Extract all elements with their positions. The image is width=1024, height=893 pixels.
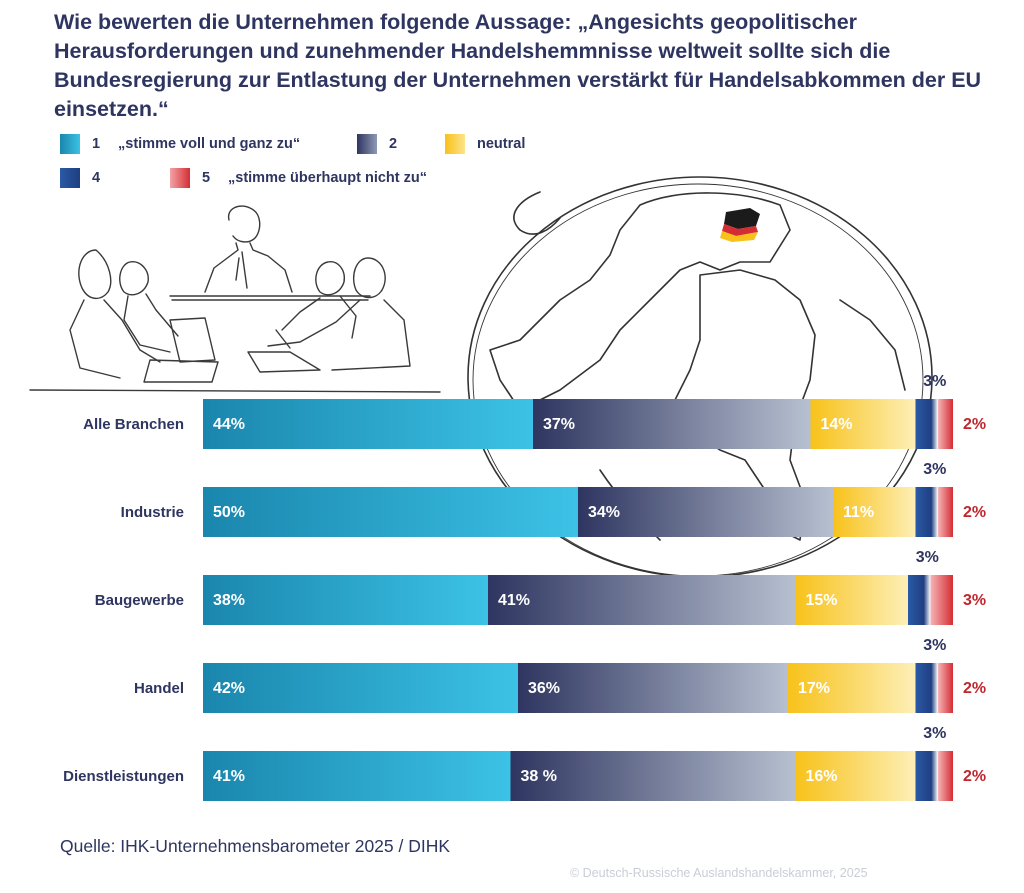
category-label: Dienstleistungen — [63, 768, 184, 785]
data-label-2: 41% — [498, 592, 530, 609]
data-label-2: 36% — [528, 680, 560, 697]
legend-item-2: 2 — [357, 134, 415, 154]
legend-swatch-5 — [170, 168, 190, 188]
chart-title: Wie bewerten die Unternehmen folgende Au… — [54, 10, 982, 121]
legend-swatch-2 — [357, 134, 377, 154]
data-label-4: 3% — [923, 637, 946, 654]
data-label-5: 3% — [963, 592, 986, 609]
bar-segment-4 — [915, 487, 938, 537]
bar-segment-5 — [930, 575, 953, 625]
legend-item-5: 5 „stimme überhaupt nicht zu“ — [170, 168, 427, 188]
legend-code-2: 2 — [389, 136, 398, 152]
bar-segment-2 — [578, 487, 833, 537]
legend-label-neutral: neutral — [477, 136, 526, 152]
legend-code-1: 1 — [92, 136, 101, 152]
data-label-1: 41% — [213, 768, 245, 785]
bar-segment-1 — [203, 399, 533, 449]
data-label-3: 11% — [843, 504, 874, 521]
bar-segment-2 — [533, 399, 811, 449]
legend-item-1: 1 „stimme voll und ganz zu“ — [60, 134, 300, 154]
legend-swatch-4 — [60, 168, 80, 188]
bar-segment-4 — [915, 663, 938, 713]
bar-segment-2 — [488, 575, 796, 625]
bar-segment-3 — [788, 663, 916, 713]
copyright-note: © Deutsch-Russische Auslandshandelskamme… — [570, 866, 868, 880]
legend-code-5: 5 — [202, 170, 211, 186]
data-label-1: 42% — [213, 680, 245, 697]
category-label: Alle Branchen — [83, 416, 184, 433]
bar-segment-3 — [795, 751, 916, 801]
bar-segment-3 — [833, 487, 916, 537]
category-label: Industrie — [121, 504, 184, 521]
bar-segment-4 — [915, 399, 938, 449]
legend-label-5: „stimme überhaupt nicht zu“ — [228, 170, 427, 186]
data-label-1: 38% — [213, 592, 245, 609]
data-label-3: 15% — [806, 592, 838, 609]
data-label-3: 14% — [821, 416, 853, 433]
data-label-4: 3% — [923, 461, 946, 478]
data-label-5: 2% — [963, 416, 986, 433]
data-label-4: 3% — [923, 725, 946, 742]
legend-item-neutral: neutral — [445, 134, 525, 154]
data-label-3: 16% — [806, 768, 838, 785]
data-label-2: 37% — [543, 416, 575, 433]
data-label-5: 2% — [963, 768, 986, 785]
category-label: Baugewerbe — [95, 592, 184, 609]
data-label-4: 3% — [923, 373, 946, 390]
legend-swatch-neutral — [445, 134, 465, 154]
data-label-1: 50% — [213, 504, 245, 521]
bar-segment-3 — [810, 399, 916, 449]
data-label-5: 2% — [963, 680, 986, 697]
data-label-1: 44% — [213, 416, 245, 433]
data-label-2: 34% — [588, 504, 620, 521]
bar-segment-2 — [518, 663, 788, 713]
bar-segment-2 — [510, 751, 796, 801]
bar-segment-5 — [938, 751, 953, 801]
data-label-2: 38 % — [521, 768, 557, 785]
data-label-5: 2% — [963, 504, 986, 521]
bar-segment-1 — [203, 751, 511, 801]
bar-segment-1 — [203, 575, 488, 625]
legend-code-4: 4 — [92, 170, 101, 186]
data-label-3: 17% — [798, 680, 830, 697]
bar-segment-5 — [938, 663, 953, 713]
legend-swatch-1 — [60, 134, 80, 154]
legend-label-1: „stimme voll und ganz zu“ — [118, 136, 301, 152]
bar-segment-4 — [908, 575, 931, 625]
bar-segment-4 — [915, 751, 938, 801]
legend-item-4: 4 — [60, 168, 118, 188]
bar-segment-5 — [938, 487, 953, 537]
bar-segment-5 — [938, 399, 953, 449]
bar-segment-3 — [795, 575, 908, 625]
data-label-4: 3% — [916, 549, 939, 566]
bar-segment-1 — [203, 487, 578, 537]
category-label: Handel — [134, 680, 184, 697]
bar-segment-1 — [203, 663, 518, 713]
source-note: Quelle: IHK-Unternehmensbarometer 2025 /… — [60, 836, 451, 856]
